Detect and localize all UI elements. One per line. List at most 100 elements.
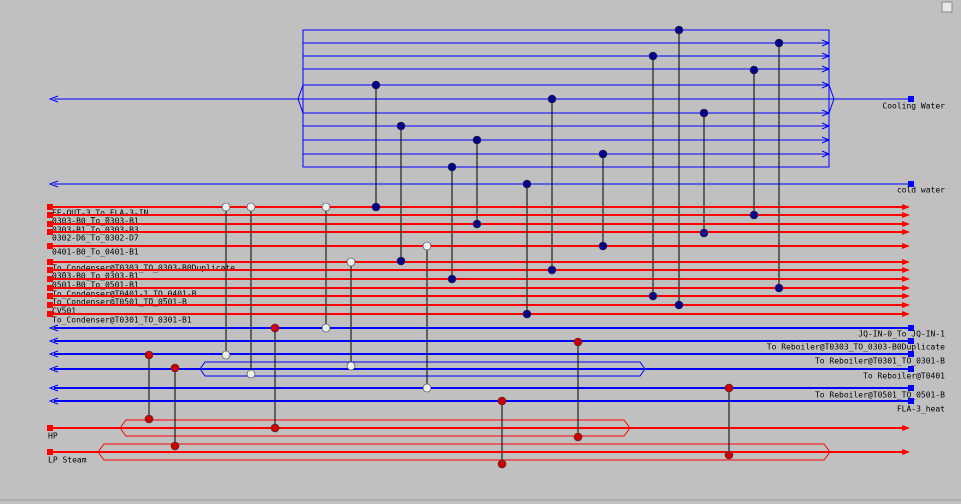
hot-stream-label: To_Condenser@T0501_TO_0501-B	[52, 298, 187, 307]
corner-button[interactable]	[941, 1, 953, 13]
stream-start	[47, 293, 53, 299]
arrow-head	[902, 267, 910, 273]
cold-stream-label: JQ-IN-0_To_JQ-IN-1	[858, 330, 945, 339]
exchanger	[774, 283, 784, 293]
exchanger	[371, 80, 381, 90]
exchanger	[472, 219, 482, 229]
arrow-head	[48, 95, 59, 103]
exchanger	[522, 309, 532, 319]
arrow-head	[902, 293, 910, 299]
exchanger	[447, 162, 457, 172]
exchanger	[749, 210, 759, 220]
stream-end	[908, 366, 914, 372]
cold-stream-label: Cooling Water	[882, 102, 945, 111]
cold-stream-label: To Reboiler@T0401	[863, 372, 945, 381]
arrow-head	[902, 311, 910, 317]
exchanger	[422, 383, 432, 393]
hot-stream-label: 0401-B0_To_0401-B1	[52, 248, 139, 257]
cold-stream-label: FLA-3_heat	[897, 405, 945, 414]
stream-start	[47, 449, 53, 455]
stream-start	[47, 302, 53, 308]
exchanger	[674, 300, 684, 310]
stream-start	[47, 285, 53, 291]
loop	[97, 443, 831, 461]
stream-start	[47, 229, 53, 235]
exchanger	[699, 228, 709, 238]
stream-end	[908, 385, 914, 391]
hot-stream-label: FE-OUT-3_To_FLA-3-IN	[52, 209, 149, 218]
cw-branch	[303, 39, 831, 47]
arrow-head	[48, 365, 59, 373]
exchanger	[648, 51, 658, 61]
exchanger	[321, 202, 331, 212]
exchanger	[346, 361, 356, 371]
cold-stream-label: To Reboiler@T0501_TO_0501-B	[815, 391, 945, 400]
cold-stream-label: To Reboiler@T0301_TO_0301-B	[815, 357, 945, 366]
utility-label: LP Steam	[48, 456, 87, 465]
arrow-head	[48, 324, 59, 332]
hot-stream-label: To_Condenser@T0303_TO_0303-B0Duplicate	[52, 264, 235, 273]
arrow-head	[902, 204, 910, 210]
exchanger	[144, 414, 154, 424]
exchanger	[648, 291, 658, 301]
exchanger	[598, 149, 608, 159]
arrow-head	[902, 449, 910, 455]
stream-start	[47, 276, 53, 282]
stream-end	[908, 96, 914, 102]
hot-stream-label: 0302-D6_To_0302-D7	[52, 234, 139, 243]
cw-branch	[303, 150, 831, 158]
arrow-head	[48, 180, 59, 188]
hot-stream-label: 0501-B0_To_0501-B1	[52, 281, 139, 290]
exchanger	[221, 350, 231, 360]
stream-start	[47, 243, 53, 249]
hot-stream-label: 0303-B0_To_0303-B1	[52, 217, 139, 226]
arrow-head	[902, 229, 910, 235]
stream-end	[908, 325, 914, 331]
cold-stream-label: To Reboiler@T0303_TO_0303-B0Duplicate	[767, 343, 945, 352]
exchanger	[346, 257, 356, 267]
utility-label: HP	[48, 432, 58, 441]
exchanger	[724, 383, 734, 393]
exchanger	[547, 265, 557, 275]
cw-branch	[303, 65, 831, 73]
cold-stream-label: cold water	[897, 186, 945, 195]
hot-stream-label: To_Condenser@T0401-1_TO_0401-B	[52, 290, 197, 299]
stream-start	[47, 204, 53, 210]
arrow-head	[48, 337, 59, 345]
exchanger	[246, 202, 256, 212]
exchanger	[472, 135, 482, 145]
arrow-head	[902, 276, 910, 282]
arrow-head	[902, 221, 910, 227]
exchanger	[371, 202, 381, 212]
exchanger	[749, 65, 759, 75]
exchanger	[674, 25, 684, 35]
exchanger	[144, 350, 154, 360]
hot-stream-label: To_Condenser@T0301_TO_0301-B1	[52, 316, 192, 325]
stream-end	[908, 181, 914, 187]
exchanger	[221, 202, 231, 212]
hot-stream-label: 0303-B1_To_0303-B3	[52, 226, 139, 235]
exchanger	[573, 337, 583, 347]
cw-branch	[303, 52, 831, 60]
arrow-head	[902, 302, 910, 308]
exchanger	[396, 121, 406, 131]
cw-branch	[303, 136, 831, 144]
exchanger	[270, 323, 280, 333]
stream-start	[47, 311, 53, 317]
arrow-head	[48, 350, 59, 358]
arrow-head	[48, 397, 59, 405]
stream-start	[47, 259, 53, 265]
exchanger	[522, 179, 532, 189]
exchanger	[246, 369, 256, 379]
exchanger	[699, 108, 709, 118]
arrow-head	[902, 285, 910, 291]
exchanger	[573, 432, 583, 442]
exchanger	[724, 450, 734, 460]
hot-stream-label: 0303-B0_To_0303-B1	[52, 272, 139, 281]
stream-start	[47, 212, 53, 218]
exchanger	[422, 241, 432, 251]
arrow-head	[902, 212, 910, 218]
stream-end	[908, 338, 914, 344]
exchanger	[497, 396, 507, 406]
arrow-head	[902, 259, 910, 265]
